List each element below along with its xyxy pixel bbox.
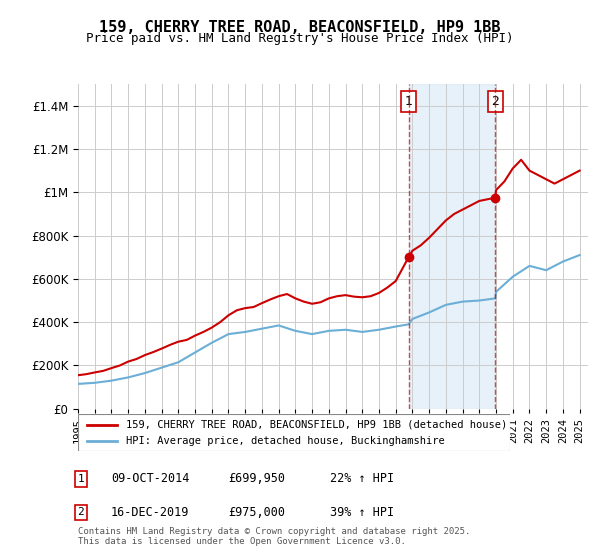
Text: 2: 2 [491,95,499,108]
Text: Price paid vs. HM Land Registry's House Price Index (HPI): Price paid vs. HM Land Registry's House … [86,32,514,45]
Text: 09-OCT-2014: 09-OCT-2014 [111,472,190,486]
FancyBboxPatch shape [78,414,510,451]
Text: 2: 2 [77,507,85,517]
Text: 16-DEC-2019: 16-DEC-2019 [111,506,190,519]
Text: 22% ↑ HPI: 22% ↑ HPI [330,472,394,486]
Text: 1: 1 [404,95,413,108]
Text: 159, CHERRY TREE ROAD, BEACONSFIELD, HP9 1BB (detached house): 159, CHERRY TREE ROAD, BEACONSFIELD, HP9… [125,419,507,430]
Text: 1: 1 [77,474,85,484]
Text: £975,000: £975,000 [228,506,285,519]
Text: 159, CHERRY TREE ROAD, BEACONSFIELD, HP9 1BB: 159, CHERRY TREE ROAD, BEACONSFIELD, HP9… [99,20,501,35]
Bar [409,84,496,409]
Text: Contains HM Land Registry data © Crown copyright and database right 2025.
This d: Contains HM Land Registry data © Crown c… [78,526,470,546]
Text: £699,950: £699,950 [228,472,285,486]
Text: 39% ↑ HPI: 39% ↑ HPI [330,506,394,519]
Text: HPI: Average price, detached house, Buckinghamshire: HPI: Average price, detached house, Buck… [125,436,444,446]
